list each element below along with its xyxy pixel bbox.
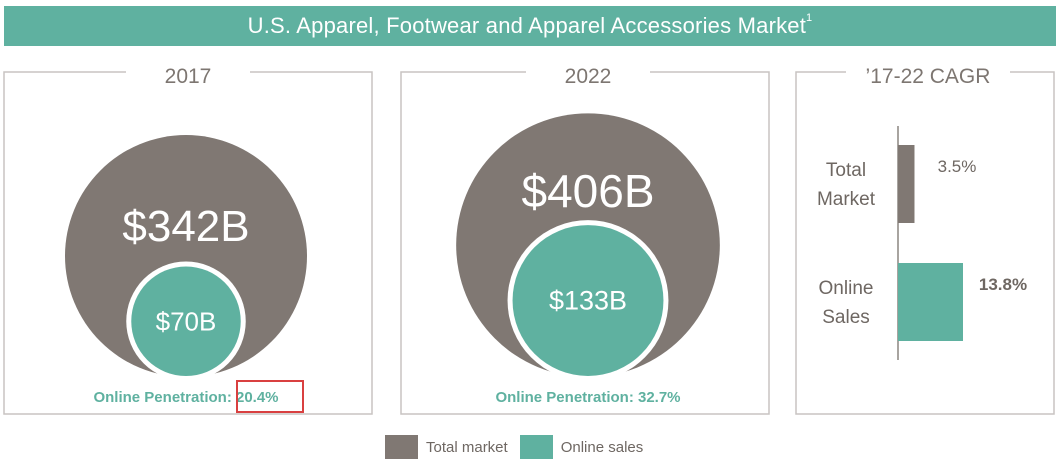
online-penetration-label: Online Penetration: 20.4% bbox=[93, 389, 278, 406]
cagr-bar bbox=[898, 145, 915, 223]
cagr-category-line: Total bbox=[826, 160, 866, 181]
legend: Total market Online sales bbox=[385, 435, 643, 459]
cagr-category-line: Online bbox=[819, 278, 874, 299]
penetration-value: 20.4% bbox=[236, 389, 279, 406]
chart-banner: U.S. Apparel, Footwear and Apparel Acces… bbox=[4, 6, 1056, 46]
panel-frame bbox=[3, 71, 373, 415]
penetration-highlight-box bbox=[236, 380, 304, 413]
footnote-marker: 1 bbox=[806, 12, 813, 24]
panel-title: ’17-22 CAGR bbox=[866, 65, 991, 88]
total-value-label: $406B bbox=[521, 165, 654, 217]
panel-frame bbox=[400, 71, 770, 415]
penetration-caption: Online Penetration: bbox=[495, 389, 638, 406]
legend-label-online: Online sales bbox=[560, 438, 644, 456]
online-value-label: $70B bbox=[156, 306, 217, 336]
penetration-value: 32.7% bbox=[638, 389, 681, 406]
cagr-category-line: Market bbox=[817, 189, 876, 210]
panel-title: 2022 bbox=[565, 65, 612, 88]
online-penetration-label: Online Penetration: 32.7% bbox=[495, 389, 680, 406]
online-value-label: $133B bbox=[549, 286, 627, 316]
online-sales-bubble bbox=[131, 266, 241, 376]
banner-title: U.S. Apparel, Footwear and Apparel Acces… bbox=[247, 13, 807, 38]
cagr-category-label: Online Sales bbox=[819, 278, 874, 328]
panel-frame bbox=[795, 71, 1055, 415]
panel-title: 2017 bbox=[165, 65, 212, 88]
cagr-bar bbox=[898, 263, 963, 341]
legend-label-total: Total market bbox=[426, 438, 508, 456]
legend-swatch-total bbox=[385, 435, 418, 459]
cagr-category-label: Total Market bbox=[817, 160, 876, 210]
cagr-value-label: 3.5% bbox=[938, 157, 977, 176]
cagr-category-line: Sales bbox=[822, 307, 870, 328]
legend-swatch-online bbox=[519, 435, 553, 459]
total-market-bubble bbox=[65, 135, 307, 377]
online-sales-bubble bbox=[512, 225, 664, 376]
penetration-caption: Online Penetration: bbox=[93, 389, 236, 406]
total-value-label: $342B bbox=[122, 202, 249, 251]
cagr-value-label: 13.8% bbox=[979, 275, 1027, 294]
